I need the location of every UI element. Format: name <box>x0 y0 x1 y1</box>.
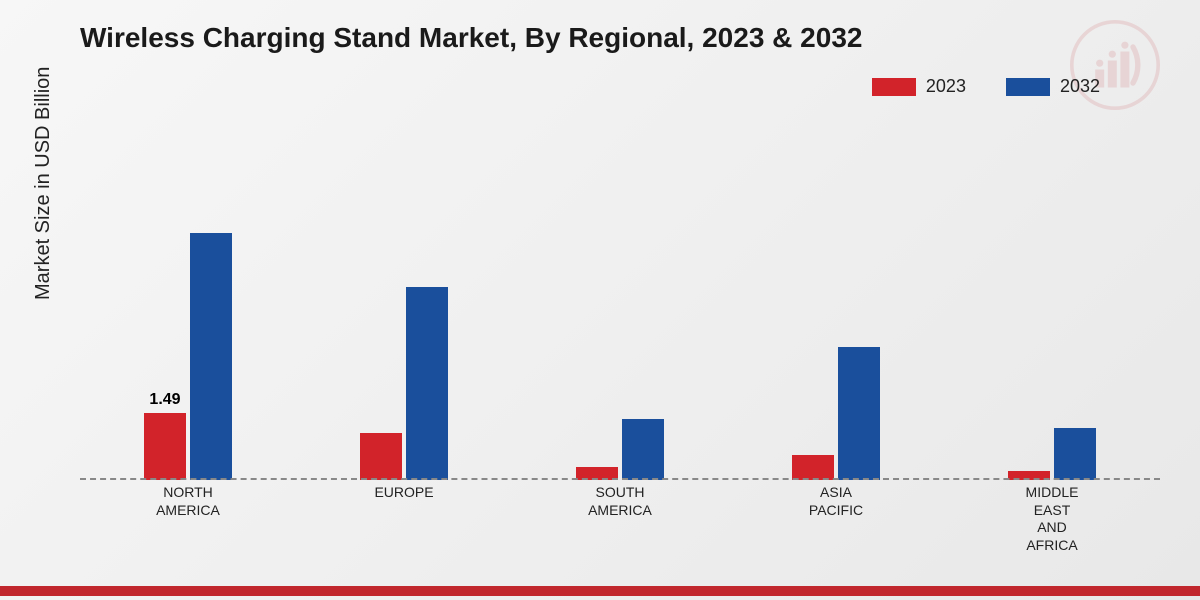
bar <box>360 433 402 480</box>
legend-swatch-2032 <box>1006 78 1050 96</box>
bar-groups: 1.49 <box>80 120 1160 480</box>
bar-group: 1.49 <box>80 120 296 480</box>
category-label: SOUTH AMERICA <box>512 484 728 554</box>
bar-pair <box>360 287 448 481</box>
legend-item-2023: 2023 <box>872 76 966 97</box>
legend: 2023 2032 <box>872 76 1100 97</box>
category-label: NORTH AMERICA <box>80 484 296 554</box>
x-axis-baseline <box>80 478 1160 480</box>
y-axis-label: Market Size in USD Billion <box>32 67 55 300</box>
bar <box>1054 428 1096 480</box>
bar <box>838 347 880 480</box>
legend-label-2023: 2023 <box>926 76 966 97</box>
chart-title: Wireless Charging Stand Market, By Regio… <box>80 22 862 54</box>
bar <box>622 419 664 480</box>
legend-swatch-2023 <box>872 78 916 96</box>
plot-area: 1.49 <box>80 120 1160 480</box>
category-label: MIDDLE EAST AND AFRICA <box>944 484 1160 554</box>
bar-pair <box>792 347 880 480</box>
footer-band-inner <box>0 586 1200 596</box>
legend-item-2032: 2032 <box>1006 76 1100 97</box>
bar-group <box>728 120 944 480</box>
bar-pair <box>1008 428 1096 480</box>
bar <box>406 287 448 481</box>
bar-pair <box>576 419 664 480</box>
bar-group <box>296 120 512 480</box>
bar-value-label: 1.49 <box>149 391 180 409</box>
footer-band <box>0 582 1200 600</box>
bar: 1.49 <box>144 413 186 480</box>
bar-group <box>512 120 728 480</box>
legend-label-2032: 2032 <box>1060 76 1100 97</box>
category-labels: NORTH AMERICAEUROPESOUTH AMERICAASIA PAC… <box>80 484 1160 554</box>
category-label: EUROPE <box>296 484 512 554</box>
bar <box>792 455 834 480</box>
bar-group <box>944 120 1160 480</box>
chart-page: Wireless Charging Stand Market, By Regio… <box>0 0 1200 600</box>
bar-pair: 1.49 <box>144 233 232 481</box>
category-label: ASIA PACIFIC <box>728 484 944 554</box>
bar <box>190 233 232 481</box>
